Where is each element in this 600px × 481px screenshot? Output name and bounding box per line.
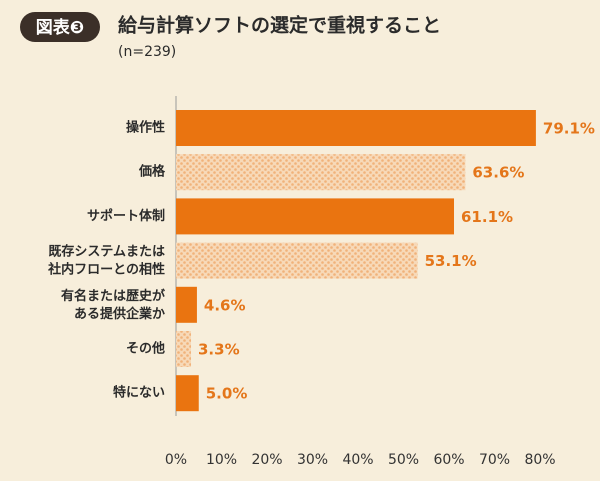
x-tick-label: 80% [524,452,555,468]
x-tick-label: 70% [479,452,510,468]
category-label: サポート体制 [87,208,165,224]
x-tick-label: 10% [206,452,237,468]
chart-subtitle: (n=239) [118,44,176,60]
value-label: 63.6% [472,164,524,182]
x-tick-label: 60% [433,452,464,468]
category-label: 操作性 [126,120,165,136]
bar [176,110,536,146]
x-tick-label: 50% [388,452,419,468]
bar [176,286,197,323]
chart-title: 給与計算ソフトの選定で重視すること [118,14,441,37]
bar [176,242,418,279]
value-label: 61.1% [461,208,513,226]
category-label: 価格 [138,164,166,180]
x-tick-label: 0% [165,452,187,468]
bar [176,331,192,367]
category-label: 特にない [113,385,165,401]
value-label: 3.3% [198,341,240,359]
bar [176,375,199,412]
value-label: 53.1% [425,252,477,270]
value-label: 79.1% [543,120,595,138]
x-tick-label: 40% [342,452,373,468]
category-label: その他 [126,341,165,357]
value-label: 5.0% [206,385,248,403]
x-tick-label: 30% [297,452,328,468]
category-label: 有名または歴史がある提供企業か [61,287,165,321]
category-label: 既存システムまたは社内フローとの相性 [47,243,165,277]
badge: 図表❸ [36,17,84,38]
value-label: 4.6% [204,296,246,314]
x-tick-label: 20% [251,452,282,468]
bar [176,198,455,235]
bar [176,154,466,191]
badge-bg [20,12,100,42]
